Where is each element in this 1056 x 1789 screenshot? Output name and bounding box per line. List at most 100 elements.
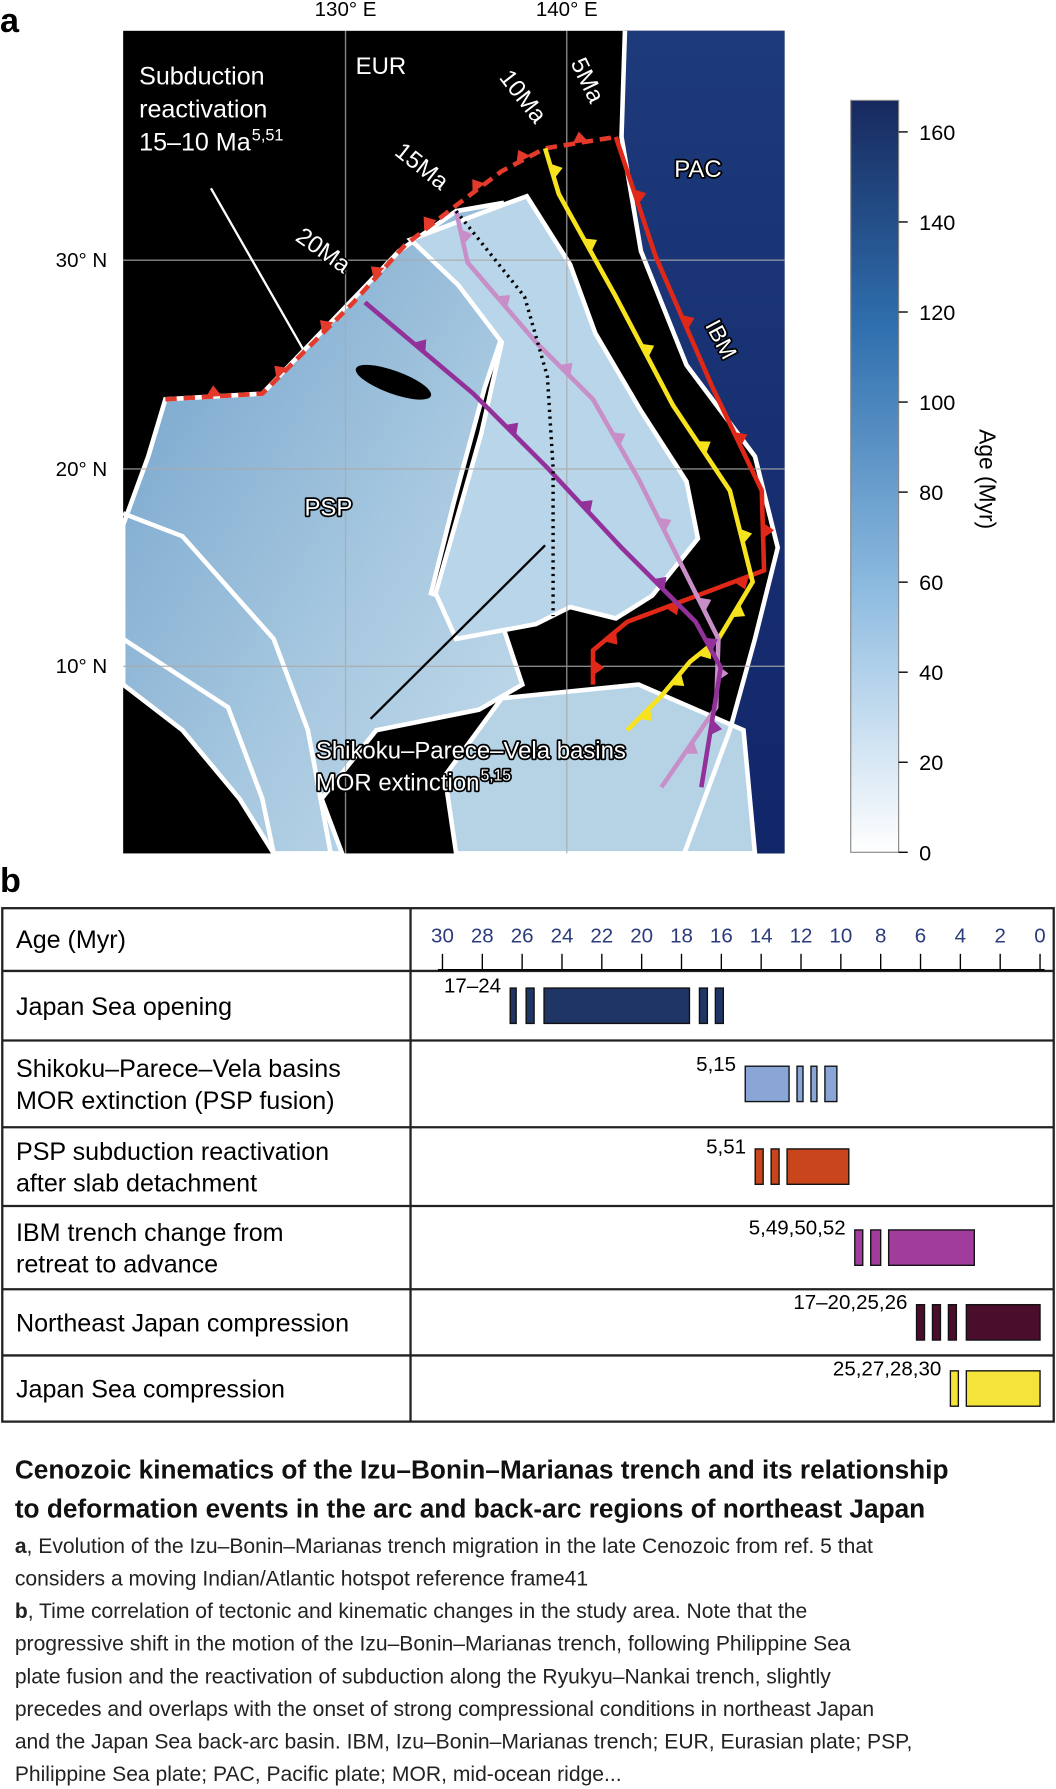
subduction-tooth [274, 365, 288, 380]
latitude-label: 20° N [56, 458, 108, 481]
subduction-tooth [504, 422, 519, 437]
event-bar [965, 1370, 1041, 1407]
subduction-tooth [697, 597, 712, 612]
parece-vela-basin [406, 193, 701, 642]
event-bar [824, 1065, 838, 1103]
event-bar [947, 1303, 958, 1341]
time-tick-label: 10 [829, 924, 852, 947]
subduction-tooth [739, 528, 753, 544]
event-reference: 17–24 [444, 975, 501, 998]
event-bar [786, 1148, 850, 1185]
subduction-tooth [496, 295, 511, 309]
subduction-tooth [657, 517, 672, 532]
subduction-tooth [370, 266, 385, 280]
event-reference: 5,51 [706, 1135, 746, 1158]
table-frame [1, 907, 1055, 1423]
event-reference: 5,49,50,52 [749, 1216, 846, 1239]
trench-20ma [363, 300, 724, 788]
colorbar-tick-label: 100 [919, 390, 955, 415]
subduction-tooth [412, 339, 427, 354]
subduction-tooth [472, 179, 486, 194]
subduction-tooth [640, 343, 655, 358]
event-label: Northeast Japan compression [16, 1309, 349, 1337]
event-label: after slab detachment [16, 1170, 257, 1198]
subduction-tooth [611, 432, 626, 447]
caption-text: precedes and overlaps with the onset of … [15, 1698, 874, 1721]
latitude-label: 10° N [56, 655, 108, 678]
subduction-tooth [583, 238, 598, 253]
colorbar-tick-label: 80 [919, 480, 943, 505]
subduction-tooth [205, 385, 222, 397]
event-reference: 5,15 [696, 1053, 736, 1076]
event-reference: 17–20,25,26 [793, 1291, 907, 1314]
colorbar-tick-label: 60 [919, 570, 943, 595]
event-bar [714, 987, 725, 1025]
map [120, 30, 785, 856]
subduction-tooth [709, 719, 723, 736]
event-bar [887, 1229, 975, 1266]
colorbar-tick-label: 20 [919, 750, 943, 775]
annotation-line: 15–10 Ma [139, 129, 251, 157]
time-tick-label: 6 [915, 924, 926, 947]
extinct-ridge [454, 210, 555, 617]
event-bar [870, 1229, 882, 1266]
table-header: Age (Myr) [16, 926, 126, 954]
time-tick-label: 22 [590, 924, 613, 947]
subduction-tooth [652, 576, 667, 591]
colorbar [850, 99, 900, 853]
subduction-tooth [579, 500, 593, 514]
caption-text: Philippine Sea plate; PAC, Pacific plate… [15, 1763, 622, 1786]
annotation-reference: 5,15 [481, 767, 511, 784]
plate-label: PSP [304, 495, 352, 522]
subduction-tooth [762, 522, 775, 539]
time-tick-label: 0 [1034, 924, 1045, 947]
subduction-tooth [684, 740, 699, 754]
subduction-tooth [558, 362, 573, 377]
subduction-tooth [633, 189, 647, 205]
subduction-tooth [549, 163, 563, 179]
subduction-tooth [733, 576, 749, 590]
time-tick-label: 24 [551, 924, 574, 947]
caption-paragraph-label: a [15, 1535, 27, 1558]
subduction-tooth [670, 672, 685, 687]
pointer-line [369, 544, 546, 720]
caption-title: Cenozoic kinematics of the Izu–Bonin–Mar… [15, 1455, 949, 1485]
event-bar [949, 1370, 960, 1407]
pacific-plate [621, 30, 785, 854]
event-label: IBM trench change from [16, 1219, 284, 1247]
subduction-tooth [423, 216, 437, 231]
event-bar [754, 1148, 764, 1185]
time-tick-label: 18 [670, 924, 693, 947]
caption-text: plate fusion and the reactivation of sub… [15, 1665, 831, 1688]
subduction-tooth [733, 432, 748, 447]
plate-label: PAC [674, 156, 721, 183]
caption-title: to deformation events in the arc and bac… [15, 1493, 925, 1523]
colorbar-tick-label: 160 [919, 120, 955, 145]
time-tick-label: 28 [471, 924, 494, 947]
annotation-reference: 5,51 [252, 126, 284, 144]
caption-text: , Time correlation of tectonic and kinem… [28, 1600, 808, 1623]
time-tick-label: 30 [431, 924, 454, 947]
longitude-label: 130° E [315, 0, 377, 21]
event-bar [965, 1303, 1041, 1341]
colorbar-title: Age (Myr) [975, 429, 1001, 529]
subduction-tooth [696, 441, 711, 455]
plate-label: EUR [356, 53, 407, 80]
plate-boundary [121, 637, 276, 854]
time-tick-label: 12 [790, 924, 813, 947]
caption-text: and the Japan Sea back-arc basin. IBM, I… [15, 1731, 913, 1754]
event-bar [854, 1229, 864, 1266]
subduction-tooth [460, 228, 473, 245]
event-bar [915, 1303, 926, 1341]
graticule [123, 30, 785, 854]
event-bar [525, 987, 535, 1025]
subduction-tooth [593, 659, 605, 676]
time-tick-label: 14 [750, 924, 773, 947]
time-tick-label: 2 [994, 924, 1005, 947]
time-tick-label: 16 [710, 924, 733, 947]
annotation-line: Shikoku–Parece–Vela basins [316, 738, 626, 765]
subduction-tooth [572, 131, 589, 144]
panel-label: b [0, 862, 21, 900]
colorbar-tick-label: 0 [919, 840, 931, 865]
